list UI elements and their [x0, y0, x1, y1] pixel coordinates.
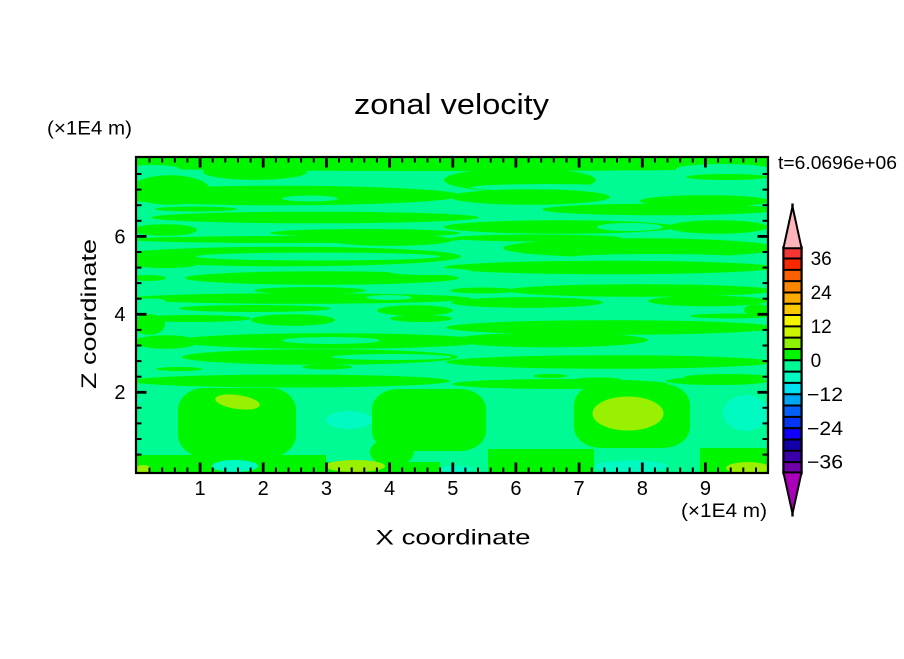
- svg-text:12: 12: [811, 317, 832, 338]
- svg-text:−12: −12: [807, 385, 843, 406]
- svg-text:2: 2: [114, 382, 125, 404]
- svg-text:6: 6: [510, 478, 521, 500]
- svg-text:3: 3: [321, 478, 332, 500]
- svg-text:36: 36: [811, 249, 832, 270]
- svg-text:5: 5: [447, 478, 458, 500]
- svg-text:zonal velocity: zonal velocity: [354, 89, 550, 121]
- svg-text:24: 24: [811, 283, 833, 304]
- svg-text:2: 2: [258, 478, 269, 500]
- svg-text:X coordinate: X coordinate: [376, 526, 531, 549]
- svg-text:4: 4: [384, 478, 395, 500]
- svg-text:(×1E4 m): (×1E4 m): [47, 119, 132, 140]
- svg-text:t=6.0696e+06: t=6.0696e+06: [778, 152, 897, 173]
- svg-text:7: 7: [574, 478, 585, 500]
- svg-text:0: 0: [811, 351, 822, 372]
- svg-text:(×1E4 m): (×1E4 m): [681, 501, 767, 522]
- svg-text:6: 6: [114, 226, 125, 248]
- svg-text:−24: −24: [807, 419, 843, 440]
- svg-text:9: 9: [700, 478, 711, 500]
- svg-text:1: 1: [195, 478, 206, 500]
- svg-text:Z coordinate: Z coordinate: [78, 239, 101, 389]
- svg-text:8: 8: [637, 478, 648, 500]
- svg-text:−36: −36: [807, 453, 843, 474]
- svg-text:4: 4: [114, 304, 125, 326]
